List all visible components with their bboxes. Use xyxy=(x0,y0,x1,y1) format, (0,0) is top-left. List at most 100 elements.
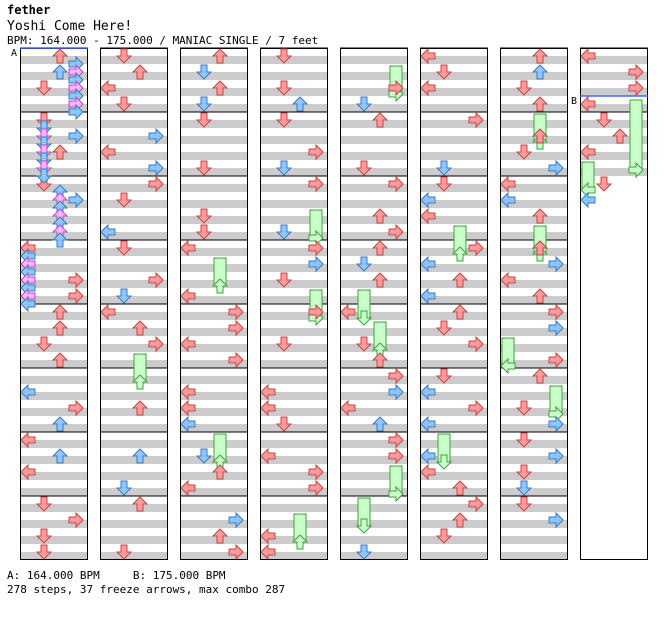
beat-band xyxy=(260,264,328,272)
beat-band xyxy=(420,520,488,528)
beat-band xyxy=(260,152,328,160)
step-arrow-down-icon xyxy=(355,256,373,272)
beat-band xyxy=(500,504,568,512)
step-arrow-left-icon xyxy=(100,223,116,241)
beat-band xyxy=(340,280,408,288)
step-arrow-up-icon xyxy=(531,64,549,80)
beat-band xyxy=(100,424,168,432)
step-arrow-down-icon xyxy=(355,336,373,352)
beat-band xyxy=(340,184,408,192)
step-arrow-right-icon xyxy=(308,303,324,321)
beat-band xyxy=(340,88,408,96)
beat-band xyxy=(180,136,248,144)
beat-band xyxy=(420,312,488,320)
beat-band xyxy=(180,216,248,224)
beat-band xyxy=(260,136,328,144)
beat-band xyxy=(340,552,408,560)
step-arrow-down-icon xyxy=(115,480,133,496)
freeze-arrow-head-icon xyxy=(355,310,373,326)
step-arrow-left-icon xyxy=(180,399,196,417)
step-arrow-left-icon xyxy=(420,207,436,225)
step-arrow-right-icon xyxy=(468,239,484,257)
beat-band xyxy=(500,72,568,80)
beat-band xyxy=(100,520,168,528)
beat-band xyxy=(20,184,88,192)
beat-band xyxy=(340,392,408,400)
beat-band xyxy=(420,472,488,480)
step-arrow-right-icon xyxy=(388,367,404,385)
beat-band xyxy=(180,488,248,496)
beat-band xyxy=(180,104,248,112)
bpm-marker-a: A xyxy=(11,48,18,59)
beat-band xyxy=(100,536,168,544)
beat-band xyxy=(180,424,248,432)
beat-band xyxy=(180,168,248,176)
beat-band xyxy=(260,392,328,400)
column-border xyxy=(500,48,568,560)
step-arrow-up-icon xyxy=(371,416,389,432)
beat-band xyxy=(20,520,88,528)
beat-band xyxy=(100,408,168,416)
step-arrow-down-icon xyxy=(275,336,293,352)
beat-band xyxy=(260,200,328,208)
freeze-arrow-head-icon xyxy=(435,454,453,470)
freeze-arrow-head-icon xyxy=(451,246,469,262)
step-arrow-right-icon xyxy=(68,127,84,145)
beat-band xyxy=(20,392,88,400)
bpm-legend: A: 164.000 BPM B: 175.000 BPM xyxy=(7,570,226,582)
step-arrow-left-icon xyxy=(420,255,436,273)
step-arrow-down-icon xyxy=(515,432,533,448)
beat-band xyxy=(180,88,248,96)
beat-band xyxy=(260,248,328,256)
step-arrow-right-icon xyxy=(68,399,84,417)
step-arrow-left-icon xyxy=(100,303,116,321)
beat-band xyxy=(20,152,88,160)
bpm-legend-a: A: 164.000 BPM xyxy=(7,569,100,582)
step-arrow-right-icon xyxy=(388,431,404,449)
step-arrow-left-icon xyxy=(100,143,116,161)
step-arrow-right-icon xyxy=(308,143,324,161)
beat-band xyxy=(340,424,408,432)
step-arrow-left-icon xyxy=(580,95,596,113)
step-arrow-right-icon xyxy=(68,103,84,121)
column-border xyxy=(420,48,488,560)
step-arrow-up-icon xyxy=(211,80,229,96)
step-arrow-down-icon xyxy=(435,320,453,336)
beat-band xyxy=(340,488,408,496)
step-arrow-right-icon xyxy=(388,447,404,465)
beat-band xyxy=(100,472,168,480)
beat-band xyxy=(180,184,248,192)
step-arrow-right-icon xyxy=(308,175,324,193)
beat-band xyxy=(100,440,168,448)
column-border xyxy=(180,48,248,560)
beat-band xyxy=(20,344,88,352)
step-arrow-down-icon xyxy=(195,96,213,112)
step-arrow-left-icon xyxy=(420,415,436,433)
step-arrow-right-icon xyxy=(548,303,564,321)
beat-band xyxy=(260,280,328,288)
step-arrow-down-icon xyxy=(355,544,373,560)
step-arrow-down-icon xyxy=(515,400,533,416)
beat-band xyxy=(260,376,328,384)
step-arrow-right-icon xyxy=(548,447,564,465)
step-arrow-up-icon xyxy=(371,208,389,224)
step-arrow-up-icon xyxy=(291,96,309,112)
beat-band xyxy=(340,200,408,208)
step-arrow-right-icon xyxy=(308,239,324,257)
beat-band xyxy=(340,104,408,112)
beat-band xyxy=(500,392,568,400)
beat-band xyxy=(180,472,248,480)
step-arrow-left-icon xyxy=(420,287,436,305)
beat-band xyxy=(340,248,408,256)
step-arrow-right-icon xyxy=(548,351,564,369)
beat-band xyxy=(420,104,488,112)
step-arrow-up-icon xyxy=(451,304,469,320)
bpm-legend-b: B: 175.000 BPM xyxy=(132,569,226,582)
beat-band xyxy=(20,552,88,560)
beat-band xyxy=(260,424,328,432)
beat-band xyxy=(500,312,568,320)
beat-band xyxy=(340,216,408,224)
beat-band xyxy=(340,168,408,176)
step-arrow-left-icon xyxy=(500,175,516,193)
beat-band xyxy=(340,472,408,480)
